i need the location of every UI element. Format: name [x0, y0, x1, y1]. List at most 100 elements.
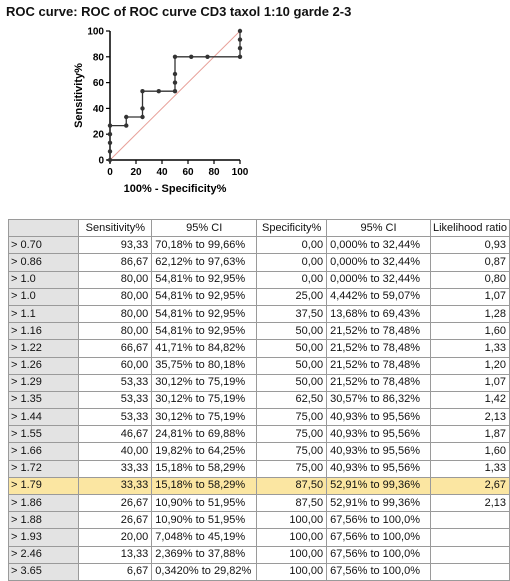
table-cell: 62,50 — [256, 390, 328, 410]
table-cell: 86,67 — [78, 253, 153, 272]
data-point — [172, 71, 178, 77]
table-row: > 1.93 20,00 7,048% to 45,19% 100,00 67,56% … — [7, 528, 510, 547]
table-row: > 1.29 53,33 30,12% to 75,19% 50,00 21,52% t… — [7, 373, 510, 392]
table-cell: 67,56% to 100,0% — [326, 545, 431, 564]
column-header — [7, 218, 80, 238]
table-cell: > 1.88 — [7, 511, 80, 530]
table-cell: 80,00 — [78, 287, 153, 306]
data-point — [172, 89, 178, 94]
table-cell: 53,33 — [78, 390, 153, 410]
y-tick-label: 100 — [87, 27, 104, 38]
table-cell: 66,67 — [78, 339, 153, 358]
table-cell: 0,000% to 32,44% — [326, 253, 431, 272]
chart-title: ROC curve: ROC of ROC curve CD3 taxol 1:… — [6, 4, 352, 19]
table-cell: 13,33 — [78, 545, 153, 564]
data-point — [107, 157, 113, 163]
data-point — [172, 80, 178, 85]
table-row: > 3.65 6,67 0,3420% to 29,82% 100,00 67,56% … — [7, 562, 510, 581]
table-cell: 100,00 — [256, 528, 328, 547]
table-cell: 37,50 — [256, 304, 328, 324]
table-cell: 0,00 — [256, 270, 328, 289]
table-row: > 0.70 93,33 70,18% to 99,66% 0,00 0,000% to… — [7, 236, 510, 255]
table-cell: > 1.0 — [7, 287, 80, 306]
table-cell: 80,00 — [78, 304, 153, 324]
table-cell: 100,00 — [256, 511, 328, 530]
table-cell: 100,00 — [256, 545, 328, 564]
table-cell: 0,000% to 32,44% — [326, 236, 431, 255]
x-tick-label: 80 — [208, 167, 220, 178]
table-cell: > 3.65 — [7, 562, 80, 581]
table-row: > 1.0 80,00 54,81% to 92,95% 0,00 0,000% to … — [7, 270, 510, 289]
table-row: > 1.72 33,33 15,18% to 58,29% 75,00 40,93% t… — [7, 459, 510, 478]
header-row: Sensitivity% 95% CI Specificity% 95% CI Like… — [7, 218, 510, 238]
table-cell: 30,12% to 75,19% — [151, 408, 258, 427]
data-point — [107, 140, 113, 146]
table-cell: > 1.1 — [7, 304, 80, 324]
table-cell: 1,20 — [429, 356, 510, 375]
x-tick-label: 20 — [130, 167, 142, 178]
table-cell: 93,33 — [78, 236, 153, 255]
table-cell: 30,12% to 75,19% — [151, 373, 258, 392]
table-cell: 1,28 — [429, 304, 510, 324]
table-row: > 1.88 26,67 10,90% to 51,95% 100,00 67,56% … — [7, 511, 510, 530]
table-cell: 40,93% to 95,56% — [326, 442, 431, 461]
roc-table: Sensitivity% 95% CI Specificity% 95% CI Like… — [7, 218, 510, 581]
table-cell: 1,07 — [429, 287, 510, 306]
table-cell — [429, 528, 510, 547]
x-tick-label: 60 — [182, 167, 194, 178]
data-point — [107, 149, 113, 154]
table-cell: > 1.79 — [7, 476, 80, 496]
table-cell — [429, 545, 510, 564]
table-cell: 52,91% to 99,36% — [326, 476, 431, 496]
table-cell: 1,87 — [429, 425, 510, 444]
table-cell: 15,18% to 58,29% — [151, 476, 258, 496]
table-cell: > 1.22 — [7, 339, 80, 358]
table-cell: 33,33 — [78, 476, 153, 496]
table-row: > 1.16 80,00 54,81% to 92,95% 50,00 21,52% t… — [7, 322, 510, 341]
table-cell: 75,00 — [256, 442, 328, 461]
data-point — [124, 123, 129, 128]
table-cell: 19,82% to 64,25% — [151, 442, 258, 461]
data-point — [237, 45, 243, 51]
data-point — [107, 132, 113, 137]
table-cell: 0,00 — [256, 253, 328, 272]
data-point — [140, 114, 145, 120]
table-cell: 1,60 — [429, 322, 510, 341]
table-cell: 20,00 — [78, 528, 153, 547]
data-point — [140, 89, 145, 94]
x-tick-label: 40 — [156, 167, 168, 178]
table-row: > 2.46 13,33 2,369% to 37,88% 100,00 67,56% … — [7, 545, 510, 564]
table-cell: 67,56% to 100,0% — [326, 562, 431, 581]
table-cell: 100,00 — [256, 562, 328, 581]
table-row: > 1.22 66,67 41,71% to 84,82% 50,00 21,52% t… — [7, 339, 510, 358]
data-point — [172, 54, 178, 59]
table-cell: 53,33 — [78, 408, 153, 427]
y-tick-label: 20 — [93, 130, 105, 141]
table-cell: 0,3420% to 29,82% — [151, 562, 258, 581]
table-cell: 54,81% to 92,95% — [151, 287, 258, 306]
roc-points — [107, 28, 243, 163]
table-cell: 6,67 — [78, 562, 153, 581]
table-cell: > 1.72 — [7, 459, 80, 478]
x-axis-label: 100% - Specificity% — [124, 183, 227, 195]
table-row: > 1.79 33,33 15,18% to 58,29% 87,50 52,91% t… — [7, 476, 510, 496]
y-tick-label: 40 — [93, 104, 105, 115]
table-row: > 1.1 80,00 54,81% to 92,95% 37,50 13,68% to… — [7, 304, 510, 324]
table-cell: 13,68% to 69,43% — [326, 304, 431, 324]
table-cell: 30,57% to 86,32% — [326, 390, 431, 410]
table-cell: 87,50 — [256, 493, 328, 513]
data-point — [156, 89, 161, 94]
table-cell: > 0.70 — [7, 236, 80, 255]
roc-chart: 0 20 40 60 80 100 0 20 40 60 80 100 100% - Specific… — [73, 27, 249, 196]
table-cell: 54,81% to 92,95% — [151, 304, 258, 324]
reference-line — [109, 30, 241, 161]
table-cell: 26,67 — [78, 493, 153, 513]
table-cell: 15,18% to 58,29% — [151, 459, 258, 478]
table-cell: > 2.46 — [7, 545, 80, 564]
data-point — [124, 114, 129, 120]
table-cell: 1,33 — [429, 459, 510, 478]
table-cell: 33,33 — [78, 459, 153, 478]
column-header: 95% CI — [151, 218, 258, 238]
table-row: > 1.44 53,33 30,12% to 75,19% 75,00 40,93% t… — [7, 408, 510, 427]
table-cell: 87,50 — [256, 476, 328, 496]
